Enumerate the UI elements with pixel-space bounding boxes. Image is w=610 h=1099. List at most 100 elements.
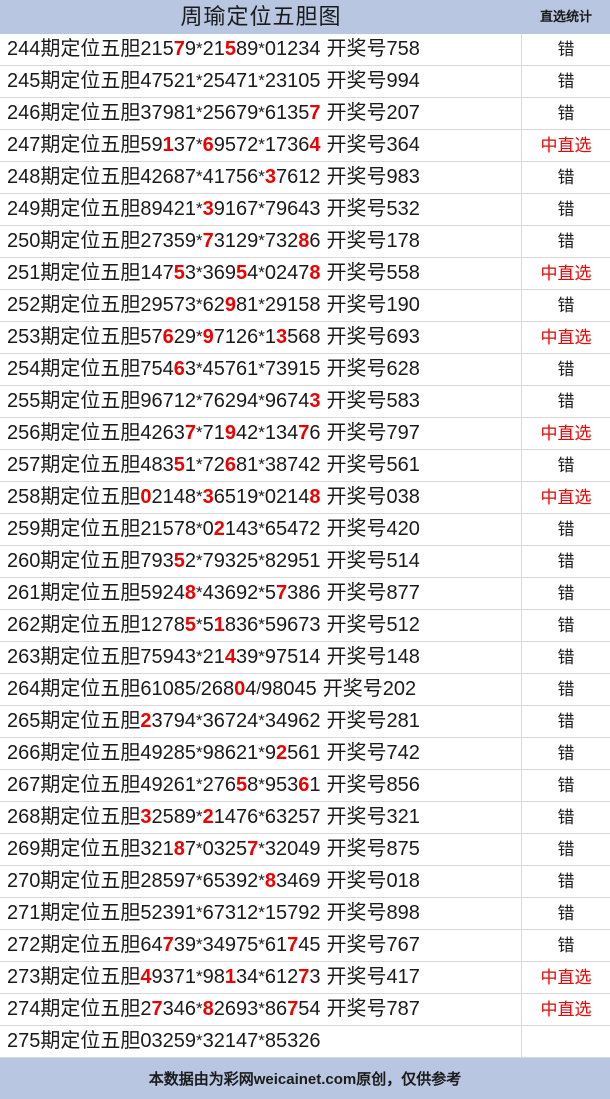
table-row[interactable]: 273期定位五胆49371*98134*61273 开奖号417 中直选 [0,962,610,994]
table-row[interactable]: 244期定位五胆21579*21589*01234 开奖号758 错 [0,34,610,66]
digit-group: 79325 [203,550,259,572]
digit: 3 [162,550,174,572]
table-row[interactable]: 260期定位五胆79352*79325*82951 开奖号514 错 [0,546,610,578]
group-separator: * [258,199,265,218]
group-separator: * [196,71,203,90]
digit: 5 [276,1030,288,1052]
period-suffix-label: 期定位五胆 [40,422,141,444]
status-badge: 错 [557,296,575,315]
group-separator: * [196,487,203,506]
status-badge: 错 [557,904,575,923]
table-row[interactable]: 271期定位五胆52391*67312*15792 开奖号898 错 [0,898,610,930]
digit: 2 [298,1030,310,1052]
digit: 9 [173,902,185,924]
draw-number: 787 [386,998,420,1020]
digit: 2 [151,902,163,924]
digit: 6 [309,422,321,444]
digit-group: 92561 [265,742,321,764]
digit: 9 [236,390,248,412]
draw-label: 开奖号 [326,710,387,732]
digit-group: 12785 [140,614,196,636]
digit: 4 [298,390,310,412]
digit: 0 [298,70,310,92]
digit: 2 [264,294,276,316]
prediction-cell: 246期定位五胆37981*25679*61357 开奖号207 [0,98,522,129]
digit: 9 [140,390,152,412]
table-row[interactable]: 274期定位五胆27346*82693*86754 开奖号787 中直选 [0,994,610,1026]
digit-group: 29158 [265,294,321,316]
digit: 6 [202,902,214,924]
digit: 8 [247,774,259,796]
draw-label: 开奖号 [326,998,387,1020]
digit: 1 [213,646,225,668]
digit: 8 [236,294,248,316]
digit-group: 45761 [203,358,259,380]
table-row[interactable]: 249期定位五胆89421*39167*79643 开奖号532 错 [0,194,610,226]
table-row[interactable]: 245期定位五胆47521*25471*23105 开奖号994 错 [0,66,610,98]
draw-label: 开奖号 [322,678,383,700]
table-row[interactable]: 263期定位五胆75943*21439*97514 开奖号148 错 [0,642,610,674]
digit: 1 [184,902,196,924]
digit-group: 49371 [140,966,196,988]
digit: 7 [224,166,236,188]
table-row[interactable]: 268期定位五胆32589*21476*63257 开奖号321 错 [0,802,610,834]
digit: 4 [298,198,310,220]
digit: 7 [236,806,248,828]
table-row[interactable]: 250期定位五胆27359*73129*73286 开奖号178 错 [0,226,610,258]
table-row[interactable]: 248期定位五胆42687*41756*37612 开奖号983 错 [0,162,610,194]
digit: 6 [298,870,310,892]
table-row[interactable]: 264期定位五胆61085/26804/98045 开奖号202 错 [0,674,610,706]
table-row[interactable]: 265期定位五胆23794*36724*34962 开奖号281 错 [0,706,610,738]
table-row[interactable]: 251期定位五胆14753*36954*02478 开奖号558 中直选 [0,258,610,290]
table-row[interactable]: 270期定位五胆28597*65392*83469 开奖号018 错 [0,866,610,898]
table-row[interactable]: 257期定位五胆48351*72681*38742 开奖号561 错 [0,450,610,482]
table-row[interactable]: 269期定位五胆32187*03257*32049 开奖号875 错 [0,834,610,866]
digit: 2 [202,70,214,92]
table-row[interactable]: 254期定位五胆75463*45761*73915 开奖号628 错 [0,354,610,386]
digit: 5 [213,102,225,124]
draw-label: 开奖号 [326,870,387,892]
digit: 5 [276,902,288,924]
digit-group: 02478 [265,262,321,284]
digit: 4 [236,1030,248,1052]
table-row[interactable]: 259期定位五胆21578*02143*65472 开奖号420 错 [0,514,610,546]
digit: 3 [140,838,152,860]
digit: 8 [224,614,236,636]
prediction-cell: 257期定位五胆48351*72681*38742 开奖号561 [0,450,522,481]
digit-group: 79352 [140,550,196,572]
group-separator: * [258,135,265,154]
table-row[interactable]: 262期定位五胆12785*51836*59673 开奖号512 错 [0,610,610,642]
group-separator: * [196,391,203,410]
digit: 0 [202,518,214,540]
hit-digit: 5 [236,774,248,796]
digit: 5 [236,838,248,860]
table-row[interactable]: 247期定位五胆59137*69572*17364 开奖号364 中直选 [0,130,610,162]
table-row[interactable]: 253期定位五胆57629*97126*13568 开奖号693 中直选 [0,322,610,354]
table-row[interactable]: 275期定位五胆03259*32147*85326 [0,1026,610,1058]
draw-number: 512 [386,614,420,636]
table-row[interactable]: 267期定位五胆49261*27658*95361 开奖号856 错 [0,770,610,802]
digit-group: 37612 [265,166,321,188]
hit-digit: 7 [184,422,196,444]
digit-group: 89421 [140,198,196,220]
table-row[interactable]: 246期定位五胆37981*25679*61357 开奖号207 错 [0,98,610,130]
digit: 7 [298,262,310,284]
table-row[interactable]: 252期定位五胆29573*62981*29158 开奖号190 错 [0,290,610,322]
table-row[interactable]: 266期定位五胆49285*98621*92561 开奖号742 错 [0,738,610,770]
draw-label: 开奖号 [326,38,387,60]
status-badge: 错 [557,168,575,187]
draw-label: 开奖号 [326,902,387,924]
digit-group: 61745 [265,934,321,956]
digit-group: 32589 [140,806,196,828]
hit-digit: 3 [202,486,214,508]
table-row[interactable]: 272期定位五胆64739*34975*61745 开奖号767 错 [0,930,610,962]
table-row[interactable]: 256期定位五胆42637*71942*13476 开奖号797 中直选 [0,418,610,450]
group-separator: * [258,647,265,666]
table-row[interactable]: 261期定位五胆59248*43692*57386 开奖号877 错 [0,578,610,610]
prediction-cell: 252期定位五胆29573*62981*29158 开奖号190 [0,290,522,321]
table-row[interactable]: 258期定位五胆02148*36519*02148 开奖号038 中直选 [0,482,610,514]
table-row[interactable]: 255期定位五胆96712*76294*96743 开奖号583 错 [0,386,610,418]
period-number: 244 [7,38,41,60]
period-suffix-label: 期定位五胆 [40,486,141,508]
period-suffix-label: 期定位五胆 [40,934,141,956]
